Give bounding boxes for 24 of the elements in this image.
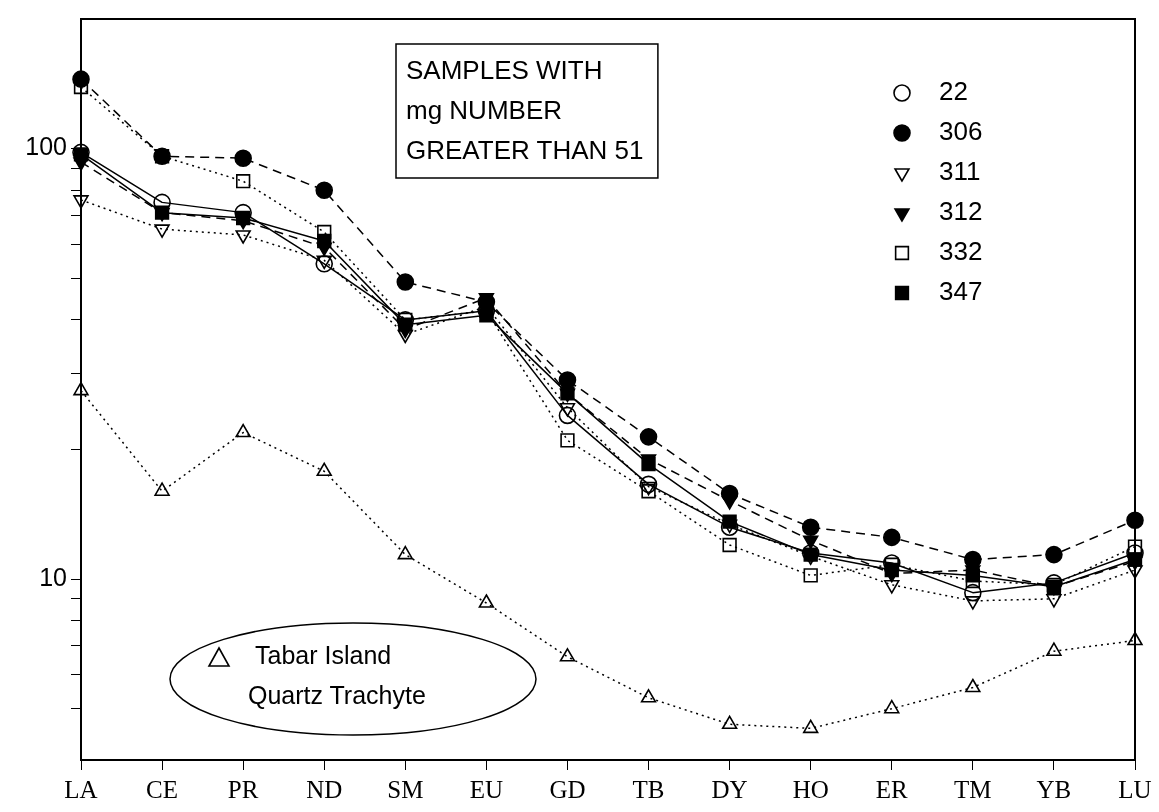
x-tick-label: GD	[549, 775, 586, 803]
x-tick-label: TM	[954, 775, 992, 803]
y-tick-label: 100	[25, 132, 67, 161]
legend-label: 311	[939, 156, 981, 187]
y-tick-label: 10	[39, 562, 67, 591]
x-tick-label: HO	[792, 775, 829, 803]
legend-label: 312	[939, 196, 983, 227]
legend-label: 22	[939, 76, 968, 107]
annotation: Tabar Island Quartz Trachyte	[248, 640, 426, 709]
x-tick-label: TB	[632, 775, 665, 803]
x-tick-label: EU	[469, 775, 504, 803]
legend-label: 347	[939, 276, 983, 307]
x-tick-label: YB	[1036, 775, 1072, 803]
x-tick-label: ER	[875, 775, 909, 803]
x-tick-label: ND	[306, 775, 343, 803]
legend-label: 306	[939, 116, 983, 147]
x-tick-label: SM	[387, 775, 424, 803]
x-tick-label: DY	[711, 775, 748, 803]
x-tick-label: PR	[227, 775, 259, 803]
annotation: SAMPLES WITH mg NUMBER GREATER THAN 51	[406, 55, 644, 166]
x-tick-label: LA	[64, 775, 98, 803]
x-tick-label: CE	[146, 775, 179, 803]
x-tick-label: LU	[1118, 775, 1152, 803]
legend-label: 332	[939, 236, 983, 267]
